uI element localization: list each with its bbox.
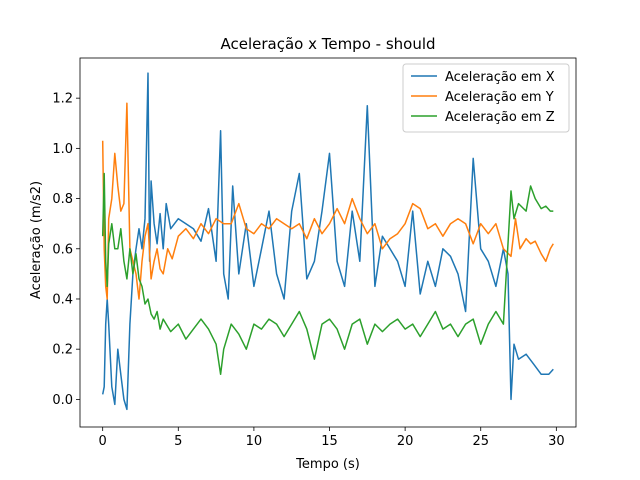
y-tick-label: 0.6 [52,242,73,257]
series-line-0 [101,72,554,411]
y-axis-label: Aceleração (m/s2) [29,181,44,299]
legend: Aceleração em X Aceleração em Y Aceleração… [402,63,570,133]
series-line-1 [101,102,554,300]
x-tick-label: 15 [321,434,338,449]
x-tick-label: 0 [99,434,107,449]
x-tick-label: 20 [397,434,414,449]
y-tick-label: 0.0 [52,393,73,408]
x-axis-label: Tempo (s) [295,457,360,472]
plot-area [79,57,577,428]
x-tick-label: 25 [472,434,489,449]
series-line-2 [101,172,554,376]
y-tick-label: 0.8 [52,192,73,207]
plot-frame [79,57,577,428]
y-tick-label: 0.2 [52,343,73,358]
axis-ticks: 0 5 10 15 20 25 30 0.0 0.2 0.4 0.6 0.8 1.0 1.2 [52,92,564,449]
y-tick-label: 0.4 [52,292,73,307]
legend-box [402,63,570,133]
legend-label: Aceleração em Z [445,110,555,125]
x-tick-label: 10 [246,434,263,449]
y-tick-label: 1.2 [52,92,73,107]
x-tick-label: 30 [548,434,565,449]
y-tick-label: 1.0 [52,142,73,157]
x-tick-label: 5 [174,434,182,449]
legend-label: Aceleração em Y [445,90,554,105]
legend-label: Aceleração em X [445,70,555,85]
chart-title: Aceleração x Tempo - should [220,35,435,53]
